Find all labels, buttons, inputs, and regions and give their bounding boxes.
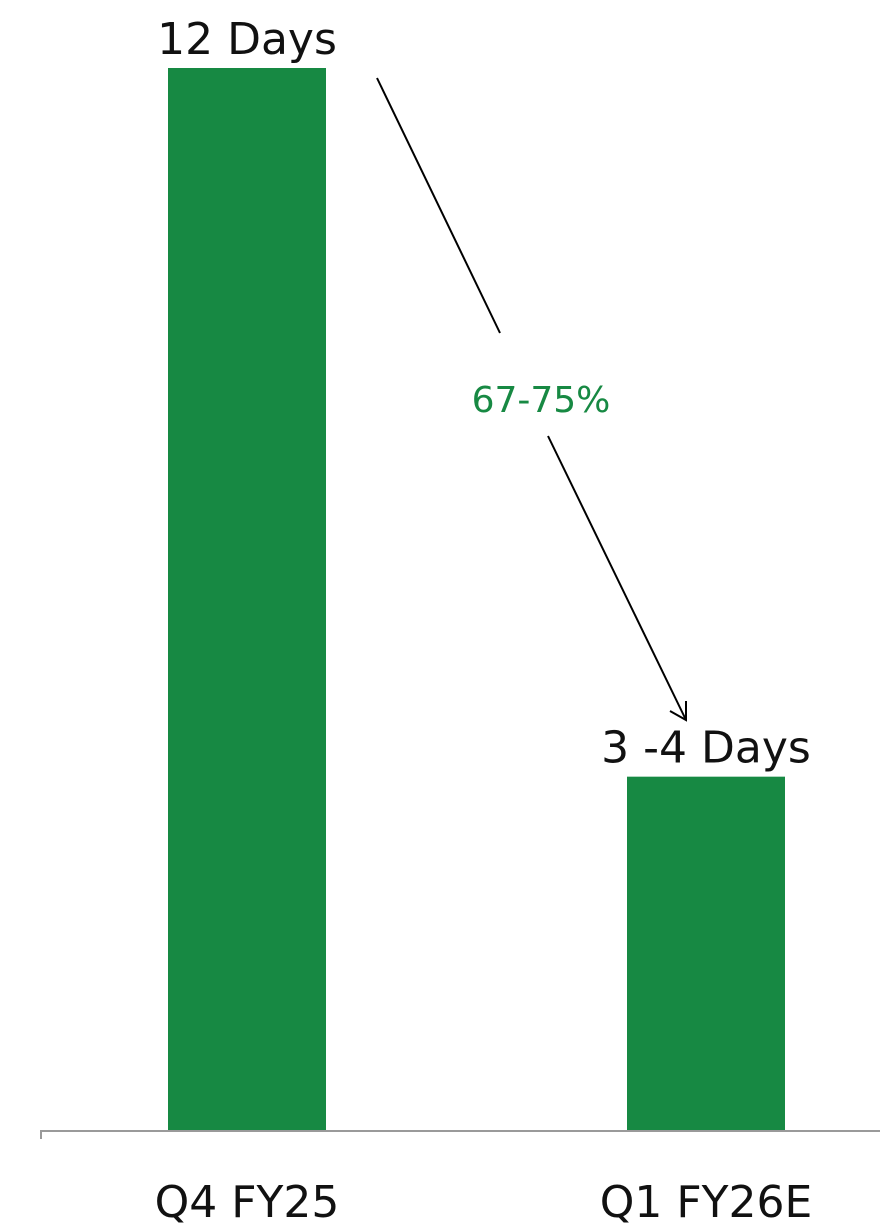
x-tick-label-q1-fy26e: Q1 FY26E bbox=[600, 1177, 813, 1228]
bar-q4-fy25 bbox=[168, 68, 326, 1131]
change-arrow-head bbox=[669, 701, 687, 722]
data-label-q4-fy25: 12 Days bbox=[157, 14, 337, 65]
x-tick-label-q4-fy25: Q4 FY25 bbox=[155, 1177, 340, 1228]
bar-q1-fy26e bbox=[627, 776, 785, 1131]
bars-group bbox=[168, 68, 785, 1131]
change-arrow-lower-segment bbox=[547, 435, 687, 721]
data-label-q1-fy26e: 3 -4 Days bbox=[601, 723, 811, 774]
change-arrow-upper-segment bbox=[376, 77, 501, 334]
change-percent-label: 67-75% bbox=[472, 380, 611, 421]
change-annotation: 67-75% bbox=[376, 77, 687, 722]
data-labels-group: 12 Days 3 -4 Days bbox=[157, 14, 811, 774]
x-tick-labels-group: Q4 FY25 Q1 FY26E bbox=[155, 1177, 813, 1228]
